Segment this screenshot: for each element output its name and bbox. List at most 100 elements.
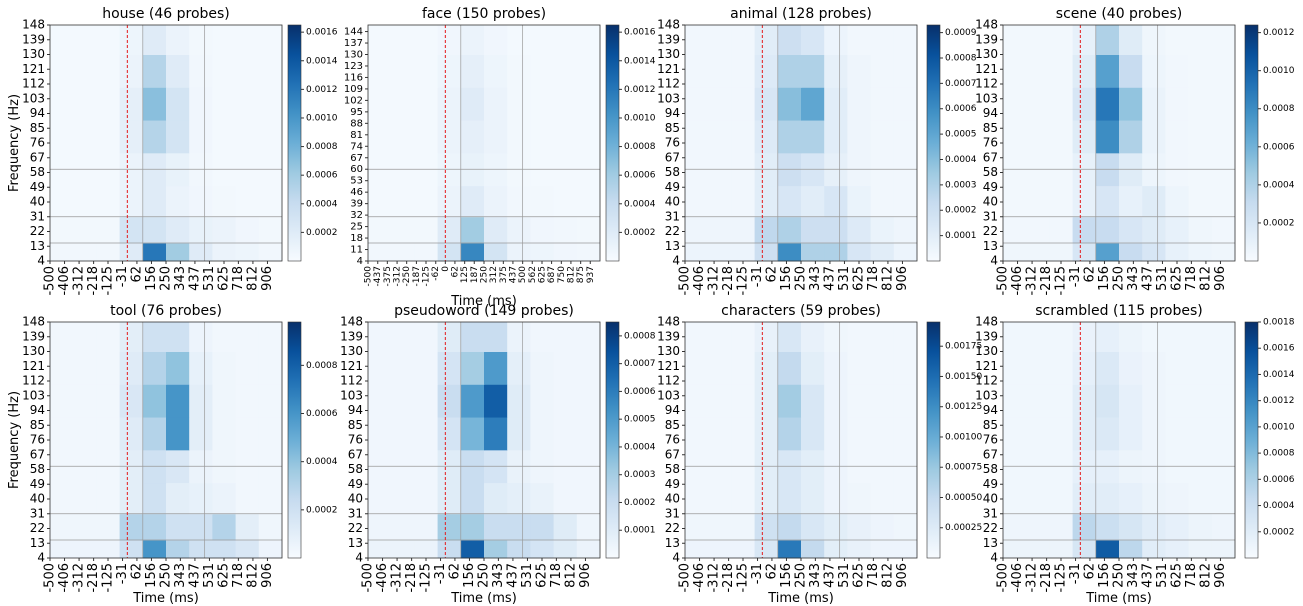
heatmap-cell <box>1119 216 1143 244</box>
heatmap-cell <box>777 25 802 55</box>
heatmap-cell <box>685 185 709 218</box>
x-tick-label: 625 <box>217 266 232 291</box>
y-tick-label: 130 <box>975 47 998 61</box>
heatmap-cell <box>437 384 462 418</box>
x-tick-label: -500 <box>43 563 58 593</box>
heatmap-cell <box>1142 384 1166 418</box>
x-tick-label: -500 <box>678 266 693 296</box>
heatmap-cell <box>1049 322 1074 352</box>
heatmap-cell <box>1211 242 1236 262</box>
colorbar-tick-label: 0.0016 <box>1263 344 1295 354</box>
y-tick-label: 53 <box>350 176 363 187</box>
heatmap-cell <box>731 216 756 244</box>
y-tick-label: 22 <box>665 224 680 238</box>
x-tick-label: 250 <box>794 563 809 588</box>
colorbar-tick-label: 0.0014 <box>1263 370 1295 380</box>
x-tick-label: -375 <box>383 266 393 286</box>
colorbar-tick-label: 0.00150 <box>945 372 982 382</box>
y-tick-label: 22 <box>665 521 680 535</box>
colorbar-tick-label: 0.0006 <box>306 409 338 419</box>
heatmap-cell <box>754 120 779 154</box>
heatmap-cell <box>576 54 601 88</box>
heatmap-cell <box>1142 322 1166 352</box>
heatmap-cell <box>754 351 779 385</box>
heatmap-cell <box>870 216 895 244</box>
y-tick-label: 76 <box>30 433 45 447</box>
heatmap-cell <box>142 120 167 154</box>
y-tick-label: 13 <box>30 536 45 550</box>
heatmap-cell <box>1026 351 1050 385</box>
y-tick-label: 40 <box>983 195 998 209</box>
heatmap-cell <box>893 120 918 154</box>
heatmap-cell <box>801 216 825 244</box>
x-tick-label: -125 <box>736 563 751 593</box>
colorbar-tick-label: 0.0006 <box>1263 475 1295 485</box>
heatmap-cell <box>1211 351 1236 385</box>
colorbar <box>926 24 941 262</box>
heatmap-cell <box>1095 54 1120 88</box>
heatmap-cell <box>96 351 121 385</box>
heatmap-cell <box>235 242 260 262</box>
x-axis-label: Time (ms) <box>450 591 517 606</box>
heatmap-cell <box>731 513 756 541</box>
y-tick-label: 58 <box>983 165 998 179</box>
y-tick-label: 130 <box>344 50 363 61</box>
y-tick-label: 31 <box>983 506 998 520</box>
y-tick-label: 121 <box>22 62 45 76</box>
heatmap-cell <box>777 539 802 559</box>
heatmap-cell <box>1072 322 1097 352</box>
heatmap-cell <box>1119 185 1143 218</box>
y-tick-label: 76 <box>665 136 680 150</box>
x-tick-label: -406 <box>375 563 390 593</box>
y-tick-label: 112 <box>657 374 680 388</box>
heatmap-cell <box>1165 216 1190 244</box>
heatmap-cell <box>1165 120 1190 154</box>
y-tick-label: 121 <box>22 359 45 373</box>
y-tick-label: 139 <box>340 329 363 343</box>
colorbar-tick-label: 0.0008 <box>945 53 977 63</box>
x-tick-label: 0 <box>441 266 451 272</box>
x-tick-label: 250 <box>1112 266 1127 291</box>
heatmap-cell <box>824 25 848 55</box>
heatmap-cell <box>530 384 555 418</box>
x-tick-label: 906 <box>260 563 275 588</box>
heatmap-cell <box>73 417 97 451</box>
heatmap-cell <box>507 120 531 154</box>
x-tick-label: 937 <box>586 266 596 283</box>
heatmap-cell <box>1072 539 1097 559</box>
y-tick-label: 76 <box>983 433 998 447</box>
heatmap-cell <box>1003 539 1027 559</box>
heatmap-cell <box>189 185 213 218</box>
heatmap-cell <box>777 87 802 121</box>
heatmap-cell <box>437 25 462 55</box>
heatmap-cell <box>1211 25 1236 55</box>
heatmap-cell <box>870 87 895 121</box>
heatmap-cell <box>391 87 415 121</box>
heatmap-cell <box>1003 384 1027 418</box>
heatmap-cell <box>1049 417 1074 451</box>
heatmap-cell <box>1095 482 1120 515</box>
heatmap-cell <box>50 25 74 55</box>
heatmap-cell <box>893 54 918 88</box>
heatmap-cell <box>553 54 578 88</box>
y-axis-label: Frequency (Hz) <box>7 391 22 489</box>
panel-title: scene (40 probes) <box>1056 6 1182 22</box>
heatmap-cell <box>576 87 601 121</box>
y-tick-label: 116 <box>344 72 363 83</box>
y-tick-label: 67 <box>983 150 998 164</box>
heatmap-cell <box>1142 120 1166 154</box>
heatmap-cell <box>1165 242 1190 262</box>
heatmap-cell <box>142 482 167 515</box>
colorbar-tick-label: 0.0008 <box>624 142 656 152</box>
heatmap-cell <box>1188 120 1213 154</box>
heatmap-cell <box>368 54 392 88</box>
heatmap-cell <box>96 25 121 55</box>
heatmap-cell <box>1049 120 1074 154</box>
heatmap-cell <box>1119 322 1143 352</box>
heatmap-cell <box>870 384 895 418</box>
heatmap-cell <box>553 539 578 559</box>
y-tick-label: 85 <box>983 418 998 432</box>
heatmap-cell <box>801 242 825 262</box>
y-tick-label: 22 <box>983 521 998 535</box>
heatmap-cell <box>437 322 462 352</box>
